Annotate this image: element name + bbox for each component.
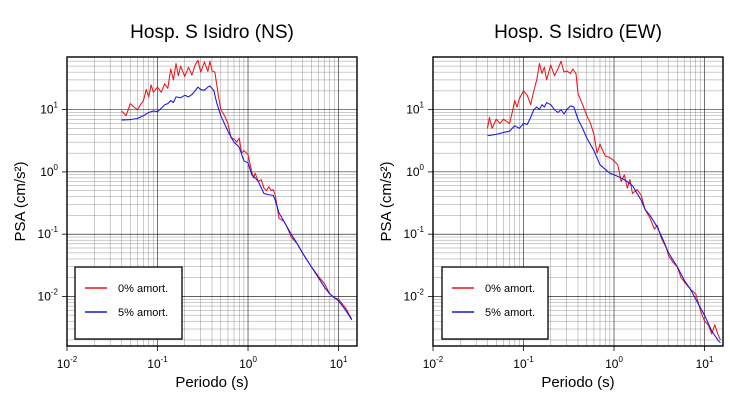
grid xyxy=(66,56,357,346)
series-line-blue xyxy=(121,85,353,321)
x-tick-label: 10-2 xyxy=(423,355,444,371)
legend-box xyxy=(441,266,549,340)
legend: 0% amort. 5% amort. xyxy=(441,266,549,340)
x-tick-label: 10-1 xyxy=(147,355,168,371)
chart-title: Hosp. S Isidro (EW) xyxy=(494,22,662,43)
y-tick-label: 101 xyxy=(406,101,424,117)
x-tick-label: 101 xyxy=(696,355,714,371)
x-tick-label: 10-2 xyxy=(57,355,78,371)
y-axis-label: PSA (cm/s²) xyxy=(378,161,395,241)
series-line-red xyxy=(486,60,721,341)
x-axis-label: Periodo (s) xyxy=(541,374,614,391)
x-tick-label: 10-1 xyxy=(513,355,534,371)
y-tick-label: 10-1 xyxy=(404,225,425,241)
y-tick-label: 101 xyxy=(40,101,58,117)
x-tick-label: 100 xyxy=(605,355,623,371)
chart-panel-1: 10-2 10-1 100 101 10-2 10-1 100 101 0% amort. 5% … xyxy=(12,22,358,391)
legend-box xyxy=(74,266,183,340)
x-tick-label: 101 xyxy=(330,355,348,371)
plot-frame xyxy=(432,56,724,347)
legend: 0% amort. 5% amort. xyxy=(74,266,183,340)
chart-panel-2: 10-2 10-1 100 101 10-2 10-1 100 101 0% amort. 5% … xyxy=(378,22,724,391)
x-axis-label: Periodo (s) xyxy=(175,374,248,391)
legend-entry-label: 0% amort. xyxy=(118,283,168,295)
legend-entry-label: 5% amort. xyxy=(485,307,535,319)
plot-frame xyxy=(66,56,358,347)
y-tick-label: 10-2 xyxy=(404,287,425,303)
legend-entry-label: 0% amort. xyxy=(485,283,535,295)
x-tick-label: 100 xyxy=(239,355,257,371)
legend-entry-label: 5% amort. xyxy=(118,307,168,319)
y-tick-label: 10-2 xyxy=(38,287,59,303)
y-tick-label: 100 xyxy=(406,163,424,179)
series-line-blue xyxy=(487,102,721,344)
y-tick-label: 10-1 xyxy=(38,225,59,241)
y-axis-label: PSA (cm/s²) xyxy=(12,161,29,241)
chart-title: Hosp. S Isidro (NS) xyxy=(130,22,294,43)
y-tick-label: 100 xyxy=(40,163,58,179)
